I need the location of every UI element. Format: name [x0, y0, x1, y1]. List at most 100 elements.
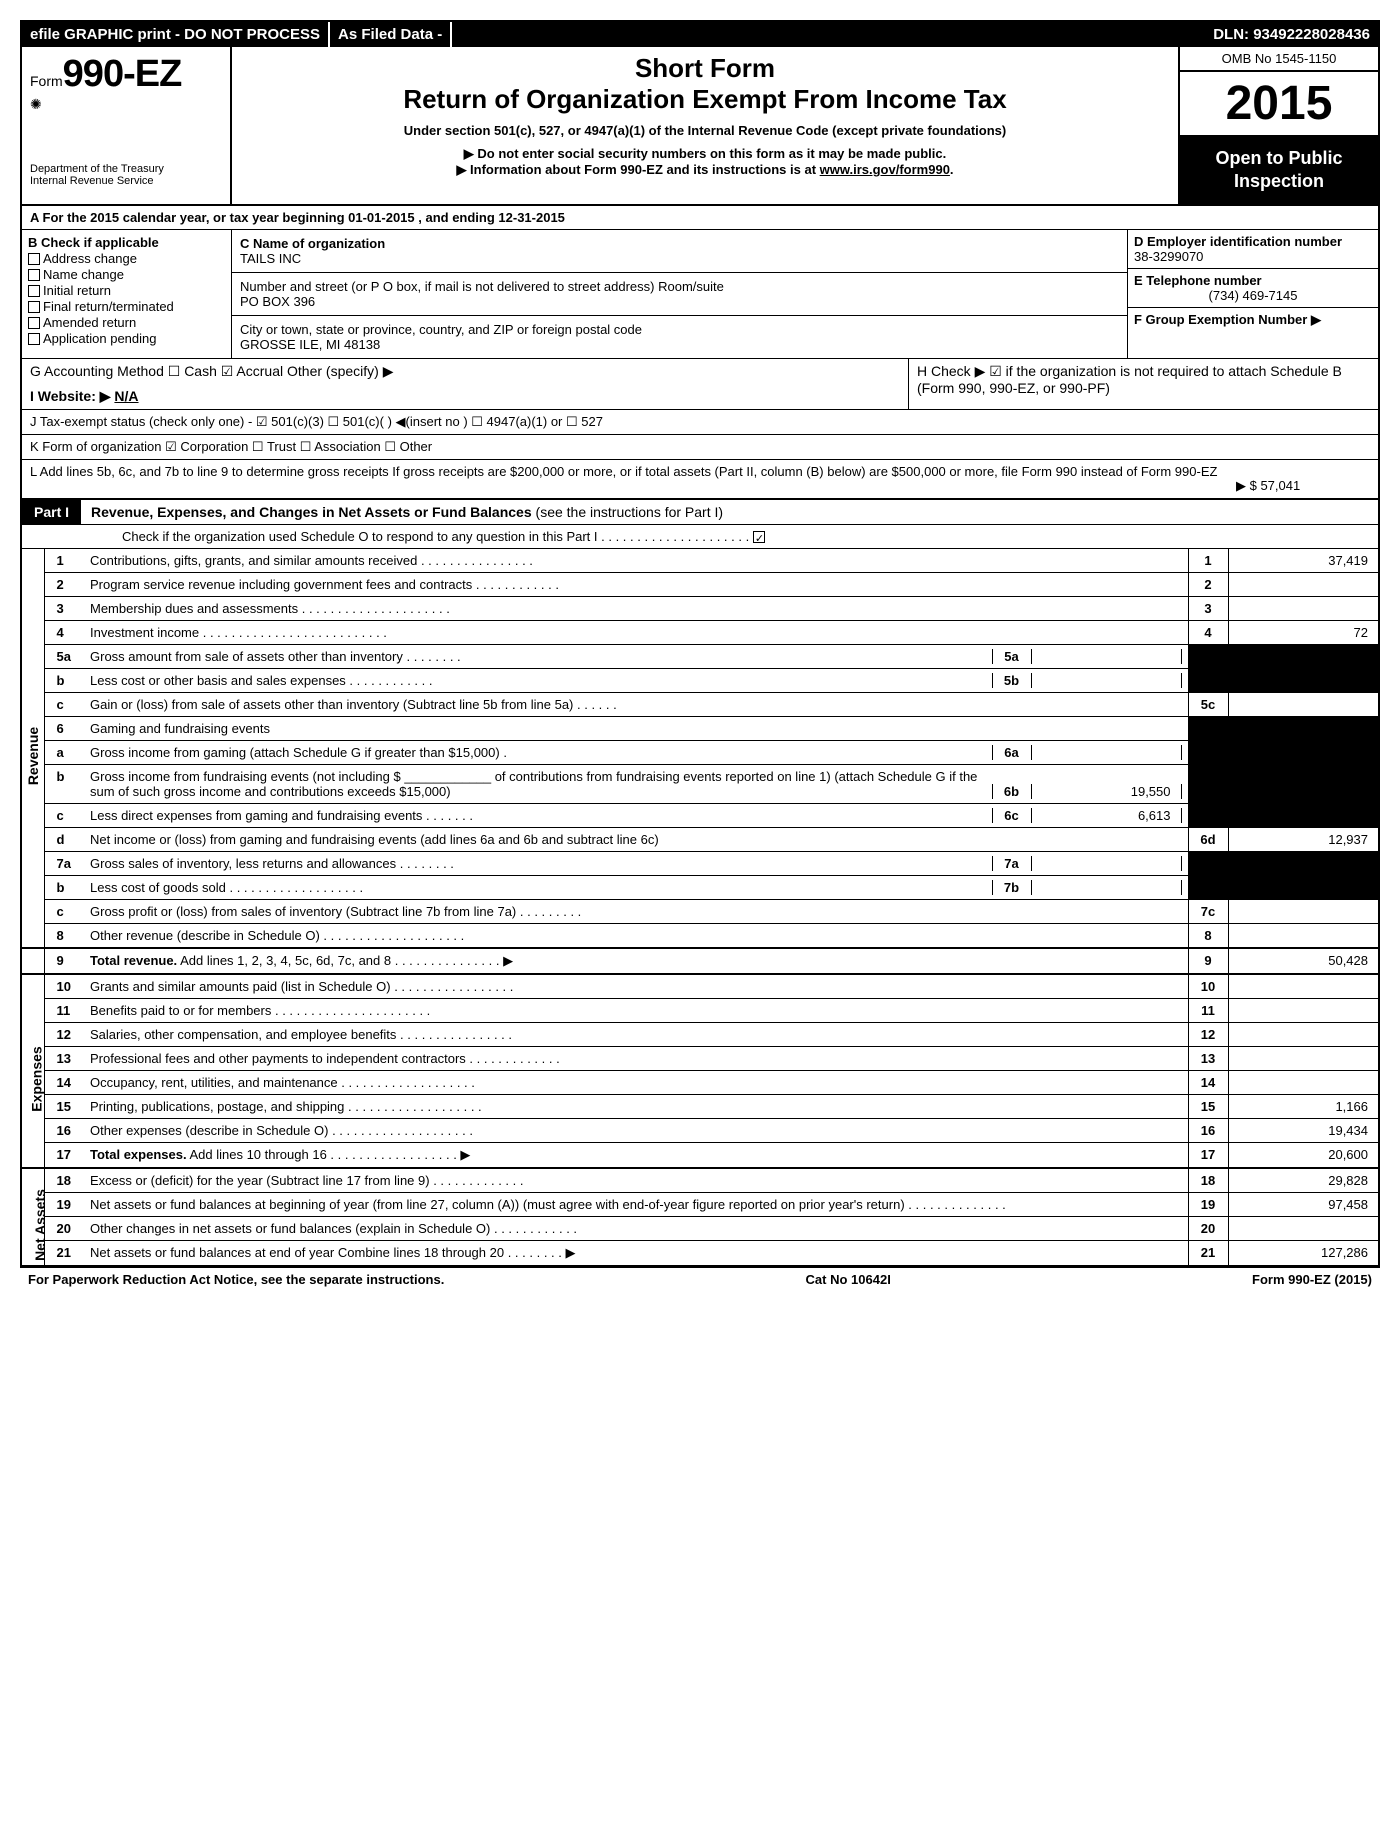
l7a-blk2	[1228, 851, 1378, 875]
chk-final-label: Final return/terminated	[43, 299, 174, 314]
l10-num: 10	[44, 974, 84, 999]
l4-endnum: 4	[1188, 620, 1228, 644]
l20-desc: Other changes in net assets or fund bala…	[84, 1216, 1188, 1240]
l5a-desc: Gross amount from sale of assets other t…	[84, 645, 1188, 668]
l9-desc: Total revenue. Add lines 1, 2, 3, 4, 5c,…	[84, 948, 1188, 974]
part1-checkbox	[753, 531, 765, 543]
l19-num: 19	[44, 1192, 84, 1216]
chk-final: Final return/terminated	[28, 299, 225, 314]
l1-num: 1	[44, 549, 84, 573]
chk-initial-label: Initial return	[43, 283, 111, 298]
l6d-endnum: 6d	[1188, 827, 1228, 851]
irs-line: Internal Revenue Service	[30, 175, 222, 187]
l5b-midval	[1032, 673, 1182, 688]
dln: DLN: 93492228028436	[1205, 22, 1378, 47]
l6c-blk	[1188, 803, 1228, 827]
l6c-blk2	[1228, 803, 1378, 827]
l7b-midval	[1032, 880, 1182, 895]
l7c-num: c	[44, 899, 84, 923]
header-right: OMB No 1545-1150 2015 Open to Public Ins…	[1178, 47, 1378, 204]
l7a-num: 7a	[44, 851, 84, 875]
l20-val	[1228, 1216, 1378, 1240]
row-l: L Add lines 5b, 6c, and 7b to line 9 to …	[22, 460, 1378, 498]
phone-label: E Telephone number	[1134, 273, 1372, 288]
l8-desc: Other revenue (describe in Schedule O) .…	[84, 923, 1188, 948]
form-prefix: Form	[30, 73, 63, 89]
row-g: G Accounting Method ☐ Cash ☑ Accrual Oth…	[22, 359, 908, 409]
l6c-desc: Less direct expenses from gaming and fun…	[84, 804, 1188, 827]
l21-val: 127,286	[1228, 1240, 1378, 1265]
l19-val: 97,458	[1228, 1192, 1378, 1216]
l5c-desc: Gain or (loss) from sale of assets other…	[84, 692, 1188, 716]
l7a-desc: Gross sales of inventory, less returns a…	[84, 852, 1188, 875]
row-i: I Website: ▶ N/A	[30, 388, 900, 405]
open-public: Open to Public Inspection	[1180, 137, 1378, 204]
l5a-num: 5a	[44, 644, 84, 668]
l7b-desc: Less cost of goods sold . . . . . . . . …	[84, 876, 1188, 899]
l6-blk	[1188, 716, 1228, 740]
l15-desc: Printing, publications, postage, and shi…	[84, 1094, 1188, 1118]
l7a-blk	[1188, 851, 1228, 875]
l21-endnum: 21	[1188, 1240, 1228, 1265]
city-label: City or town, state or province, country…	[240, 322, 1119, 337]
l6a-midval	[1032, 745, 1182, 760]
l6-desc: Gaming and fundraising events	[84, 716, 1188, 740]
l12-val	[1228, 1022, 1378, 1046]
city: GROSSE ILE, MI 48138	[240, 337, 1119, 352]
l6a-blk	[1188, 740, 1228, 764]
l8-num: 8	[44, 923, 84, 948]
l6c-mid: 6c	[992, 808, 1032, 823]
part1-title-wrap: Revenue, Expenses, and Changes in Net As…	[91, 504, 723, 520]
form-990ez: efile GRAPHIC print - DO NOT PROCESS As …	[20, 20, 1380, 1268]
part1-check-text: Check if the organization used Schedule …	[122, 529, 598, 544]
org-name-label: C Name of organization	[240, 236, 1119, 251]
side-netassets-label: Net Assets	[32, 1189, 48, 1261]
l6d-num: d	[44, 827, 84, 851]
part1-title: Revenue, Expenses, and Changes in Net As…	[91, 504, 532, 520]
l10-desc: Grants and similar amounts paid (list in…	[84, 974, 1188, 999]
l1-desc: Contributions, gifts, grants, and simila…	[84, 549, 1188, 573]
l13-val	[1228, 1046, 1378, 1070]
org-name: TAILS INC	[240, 251, 1119, 266]
l7b-blk	[1188, 875, 1228, 899]
l6a-num: a	[44, 740, 84, 764]
l17-desc: Total expenses. Add lines 10 through 16 …	[84, 1142, 1188, 1168]
l15-endnum: 15	[1188, 1094, 1228, 1118]
l7c-val	[1228, 899, 1378, 923]
l4-val: 72	[1228, 620, 1378, 644]
l5b-num: b	[44, 668, 84, 692]
l16-val: 19,434	[1228, 1118, 1378, 1142]
l18-val: 29,828	[1228, 1168, 1378, 1193]
chk-initial: Initial return	[28, 283, 225, 298]
l6c-num: c	[44, 803, 84, 827]
chk-pending: Application pending	[28, 331, 225, 346]
l12-endnum: 12	[1188, 1022, 1228, 1046]
org-name-block: C Name of organization TAILS INC	[232, 230, 1127, 273]
chk-address-label: Address change	[43, 251, 137, 266]
lines-table: Revenue 1 Contributions, gifts, grants, …	[22, 549, 1378, 1266]
l17-num: 17	[44, 1142, 84, 1168]
l5c-val	[1228, 692, 1378, 716]
l9-num: 9	[44, 948, 84, 974]
l14-desc: Occupancy, rent, utilities, and maintena…	[84, 1070, 1188, 1094]
side-revenue-label: Revenue	[25, 727, 41, 785]
l2-desc: Program service revenue including govern…	[84, 572, 1188, 596]
l11-endnum: 11	[1188, 998, 1228, 1022]
l7a-midval	[1032, 856, 1182, 871]
section-bcde: B Check if applicable Address change Nam…	[22, 230, 1378, 359]
l20-endnum: 20	[1188, 1216, 1228, 1240]
efile-notice: efile GRAPHIC print - DO NOT PROCESS	[22, 22, 330, 47]
instr2: ▶ Information about Form 990-EZ and its …	[242, 162, 1168, 178]
l2-val	[1228, 572, 1378, 596]
row-j: J Tax-exempt status (check only one) - ☑…	[22, 410, 1378, 435]
col-b-heading: B Check if applicable	[28, 235, 225, 250]
l6b-desc: Gross income from fundraising events (no…	[84, 765, 1188, 803]
l3-endnum: 3	[1188, 596, 1228, 620]
ein-block: D Employer identification number 38-3299…	[1128, 230, 1378, 269]
side-revenue: Revenue	[22, 549, 44, 948]
chk-address: Address change	[28, 251, 225, 266]
l14-num: 14	[44, 1070, 84, 1094]
l6-num: 6	[44, 716, 84, 740]
ein-val: 38-3299070	[1134, 249, 1372, 264]
l5a-mid: 5a	[992, 649, 1032, 664]
